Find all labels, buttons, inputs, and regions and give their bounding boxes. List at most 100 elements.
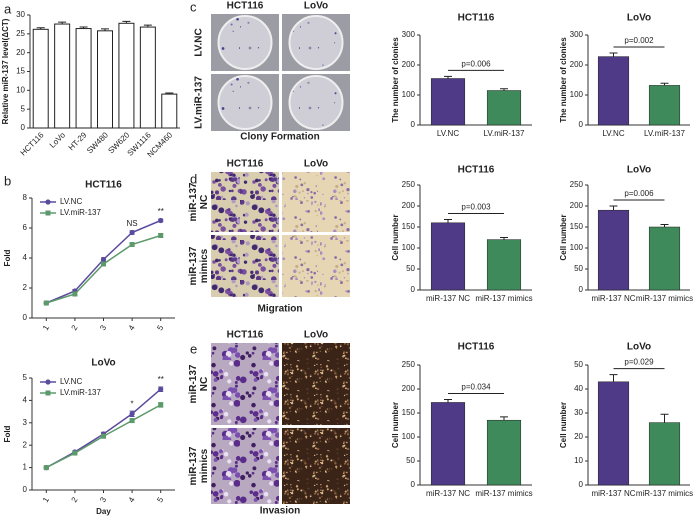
panel-letter: d — [190, 171, 197, 186]
y-tick-label: 25 — [16, 29, 25, 38]
y-tick-label: 200 — [570, 60, 584, 69]
y-tick-label: 150 — [570, 222, 584, 231]
legend-label: LV.NC — [60, 197, 82, 206]
bar — [597, 381, 630, 486]
x-tick-label: miR-137 NC — [426, 489, 470, 498]
x-tick-label: miR-137 mimics — [475, 294, 532, 303]
error-bar — [660, 223, 669, 227]
x-tick-label: HCT116 — [19, 130, 46, 157]
chart-title: HCT116 — [458, 165, 495, 176]
caption: Invasion — [260, 506, 301, 517]
y-tick-label: 50 — [574, 360, 583, 369]
x-tick-label: 2 — [70, 495, 80, 504]
chart-title: LoVo — [91, 358, 115, 369]
column-header: LoVo — [304, 1, 328, 12]
x-tick-label: LV.NC — [437, 129, 459, 138]
p-value: p=0.003 — [461, 203, 491, 212]
row-label: miR-137 — [188, 182, 199, 221]
x-tick-label: LoVo — [48, 130, 68, 150]
y-tick-label: 20 — [16, 48, 25, 57]
p-value: p=0.002 — [624, 36, 654, 45]
row-label: NC — [199, 377, 210, 391]
error-bar — [500, 416, 508, 421]
x-tick-label: 5 — [155, 495, 165, 504]
y-tick-label: 250 — [570, 180, 584, 189]
photo — [211, 235, 279, 297]
row-label: LV.NC — [194, 28, 205, 56]
y-tick-label: 0 — [23, 313, 28, 322]
bar — [97, 30, 113, 129]
y-tick-label: 100 — [570, 243, 584, 252]
chart-title: HCT116 — [458, 13, 495, 24]
point — [158, 233, 164, 238]
x-tick-label: miR-137 NC — [426, 294, 470, 303]
bar — [430, 78, 466, 126]
row-label: miR-137 — [188, 364, 199, 403]
y-tick-label: 300 — [402, 30, 416, 39]
bar — [118, 22, 135, 129]
bar — [54, 23, 71, 129]
significance: ** — [158, 375, 164, 384]
photo — [211, 172, 279, 232]
bar — [75, 28, 92, 129]
panel-letter: c — [190, 0, 197, 14]
y-tick-label: 5 — [21, 104, 26, 113]
error-bar — [609, 205, 618, 211]
y-tick-label: 0 — [411, 285, 416, 294]
point — [100, 256, 107, 263]
panel-letter: b — [4, 173, 11, 188]
legend-marker — [45, 210, 51, 216]
bar — [648, 226, 681, 291]
bar — [139, 26, 156, 129]
y-tick-label: 100 — [570, 90, 584, 99]
column-header: HCT116 — [227, 159, 264, 170]
x-tick-label: miR-137 mimics — [475, 489, 532, 498]
y-tick-label: 100 — [402, 432, 416, 441]
error-bar — [609, 52, 618, 57]
significance: NS — [127, 219, 138, 228]
p-value: p=0.006 — [461, 60, 491, 69]
column-header: LoVo — [304, 330, 328, 341]
point — [43, 300, 49, 306]
x-axis-label: Day — [96, 507, 111, 516]
caption: Clony Formation — [240, 132, 319, 143]
y-axis-label: Fold — [3, 425, 12, 442]
legend-label: LV.NC — [60, 377, 82, 386]
bar — [430, 222, 466, 291]
y-tick-label: 3 — [23, 418, 28, 427]
error-bar — [79, 26, 88, 29]
point — [158, 386, 164, 392]
error-bar — [444, 75, 452, 79]
significance: * — [131, 399, 134, 408]
point — [129, 411, 135, 417]
chart-title: HCT116 — [85, 180, 122, 191]
error-bar — [500, 88, 508, 91]
point — [101, 261, 106, 267]
plate — [288, 15, 344, 70]
point — [158, 402, 164, 408]
error-bar — [444, 218, 452, 223]
y-tick-label: 150 — [402, 222, 416, 231]
legend-marker — [45, 390, 51, 396]
bar — [597, 209, 630, 291]
legend-marker — [45, 199, 51, 205]
bar — [597, 56, 630, 126]
panel-letter: a — [4, 1, 12, 16]
row-label: mimics — [199, 448, 210, 483]
y-tick-label: 0 — [411, 480, 416, 489]
y-tick-label: 200 — [402, 60, 416, 69]
x-tick-label: LV.NC — [602, 129, 624, 138]
x-tick-label: 3 — [98, 323, 108, 332]
y-tick-label: 20 — [574, 432, 583, 441]
y-tick-label: 50 — [574, 264, 583, 273]
point — [129, 418, 135, 424]
series-line — [45, 388, 162, 469]
error-bar — [609, 374, 618, 382]
y-axis-label: Cell number — [391, 214, 400, 260]
x-tick-label: SW480 — [85, 130, 110, 155]
chart-title: LoVo — [627, 165, 651, 176]
chart-title: LoVo — [627, 13, 651, 24]
error-bar — [143, 24, 152, 28]
error-bar — [36, 27, 45, 30]
series-line — [46, 234, 161, 304]
